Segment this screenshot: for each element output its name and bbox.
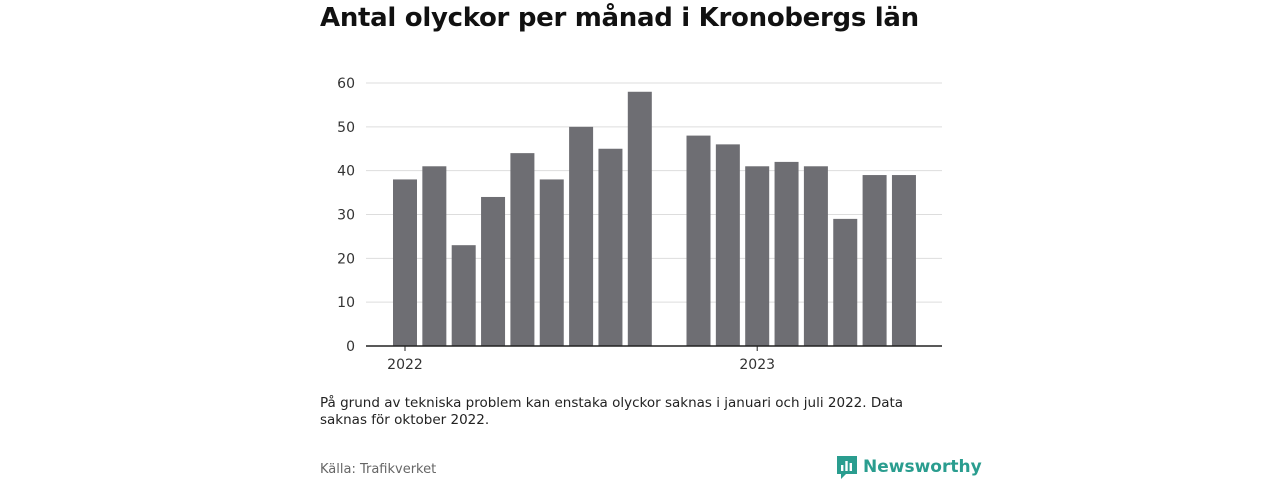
bar bbox=[481, 196, 506, 346]
bar bbox=[715, 144, 740, 346]
bar bbox=[422, 166, 447, 346]
footnote: På grund av tekniska problem kan enstaka… bbox=[320, 395, 904, 428]
bar bbox=[627, 91, 652, 347]
y-tick-label: 30 bbox=[337, 208, 355, 224]
bar-chart-logo-icon bbox=[837, 456, 857, 479]
bar bbox=[686, 135, 711, 346]
brand-logo[interactable]: Newsworthy bbox=[836, 455, 982, 479]
bar bbox=[833, 218, 858, 346]
bar-chart: 0 10 20 30 40 50 60 2022 2023 bbox=[337, 76, 942, 373]
bar bbox=[598, 148, 623, 346]
source-text: Källa: Trafikverket bbox=[320, 462, 437, 477]
bar bbox=[510, 153, 535, 346]
bar bbox=[803, 166, 828, 346]
x-tick-label: 2022 bbox=[387, 357, 423, 373]
bar bbox=[745, 166, 770, 346]
chart-title: Antal olyckor per månad i Kronobergs län bbox=[320, 3, 919, 33]
bar bbox=[569, 126, 594, 346]
y-tick-label: 40 bbox=[337, 164, 355, 180]
y-tick-label: 50 bbox=[337, 120, 355, 136]
brand-name: Newsworthy bbox=[863, 457, 982, 477]
bar bbox=[393, 179, 417, 346]
bar bbox=[451, 245, 476, 346]
y-tick-label: 10 bbox=[337, 295, 355, 311]
y-tick-label: 60 bbox=[337, 76, 355, 92]
bar bbox=[539, 179, 564, 346]
x-tick-label: 2023 bbox=[739, 357, 775, 373]
bar bbox=[774, 161, 799, 346]
y-tick-label: 0 bbox=[346, 339, 355, 355]
bar bbox=[891, 175, 916, 346]
y-tick-label: 20 bbox=[337, 251, 355, 267]
bar bbox=[862, 175, 887, 346]
